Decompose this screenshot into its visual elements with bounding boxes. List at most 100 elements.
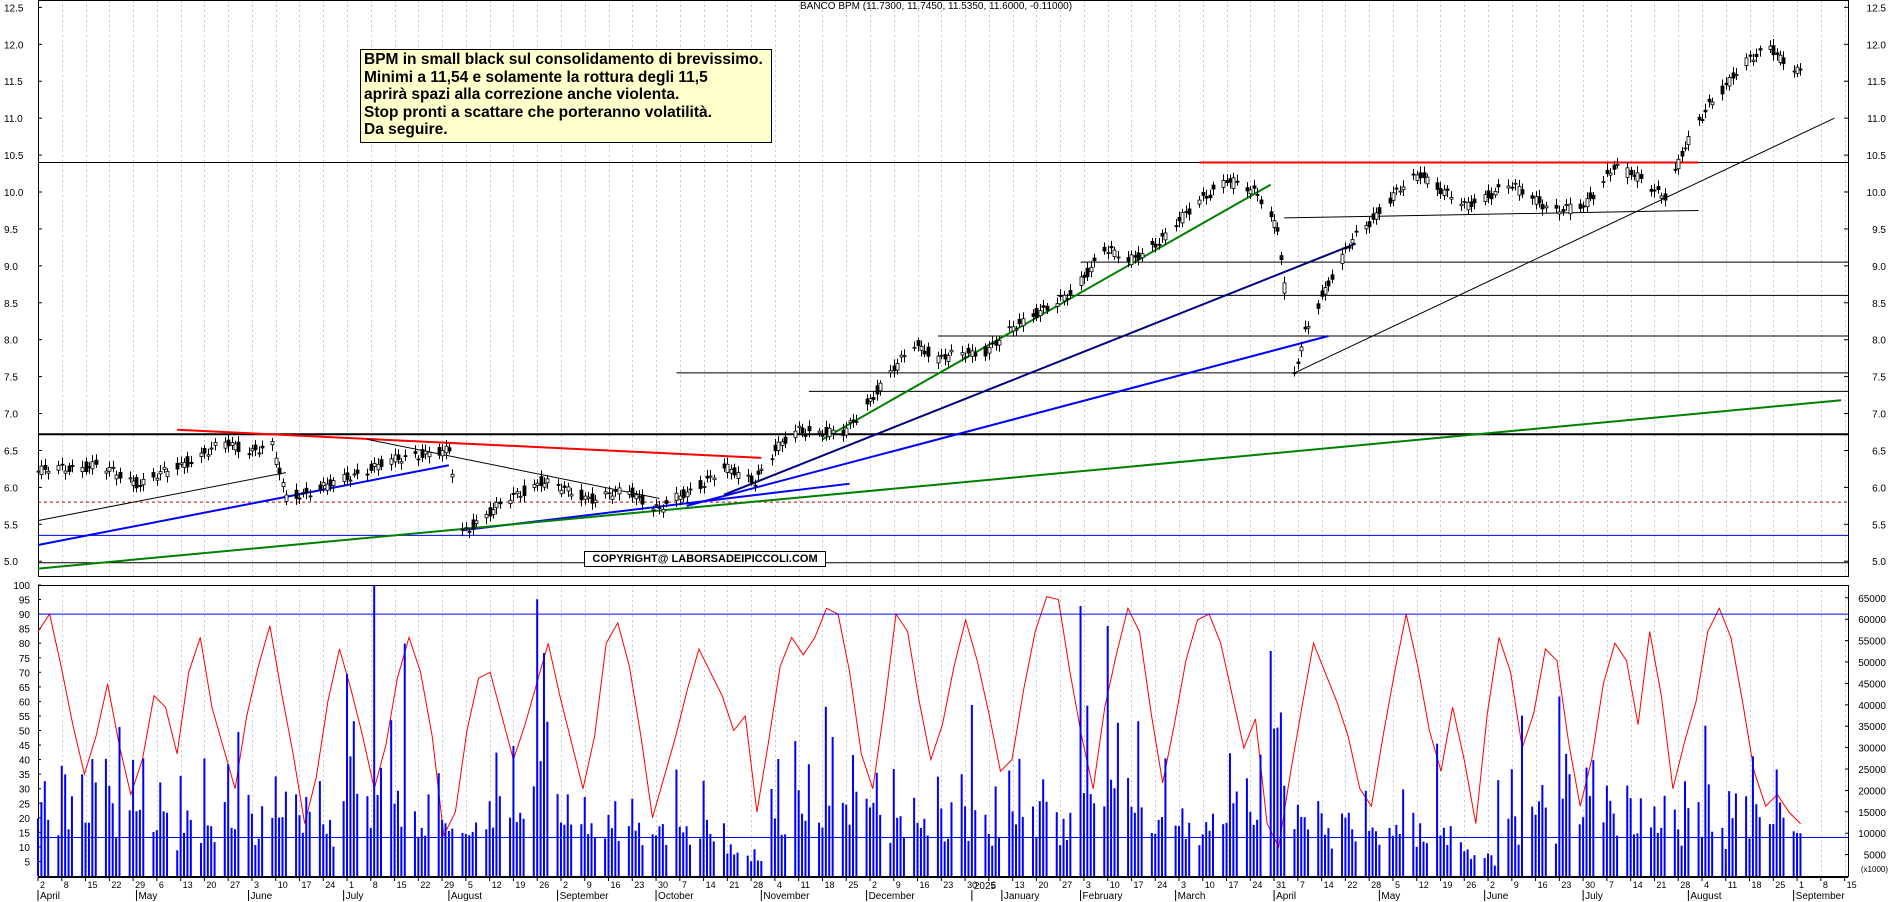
candle-body xyxy=(1112,249,1117,258)
candle-body xyxy=(396,454,401,461)
candle-body xyxy=(841,429,846,437)
volume-bar xyxy=(580,824,583,876)
candle-body xyxy=(304,487,309,493)
candle-body xyxy=(1187,208,1192,215)
candle-body xyxy=(1632,175,1637,177)
volume-bar xyxy=(1364,790,1367,876)
trendline-black xyxy=(1294,117,1835,374)
volume-bar xyxy=(94,782,97,876)
candle-body xyxy=(247,453,252,456)
volume-bar xyxy=(1140,807,1143,876)
volume-bar xyxy=(393,803,396,876)
oscillator-tick-label: 95 xyxy=(19,596,31,607)
x-tick-label: 2 xyxy=(563,880,568,890)
candle-body xyxy=(736,472,741,479)
candle-body xyxy=(1211,184,1216,190)
candle-body xyxy=(990,342,995,345)
candle-body xyxy=(1174,225,1179,228)
candle-body xyxy=(56,464,61,471)
volume-bar xyxy=(152,831,155,876)
candle-body xyxy=(1561,209,1566,212)
x-tick-label: 22 xyxy=(111,880,121,890)
month-label: 2025 xyxy=(974,881,997,892)
volume-bar xyxy=(64,774,67,876)
candle-body xyxy=(1472,198,1477,204)
candle-body xyxy=(1394,187,1399,190)
candle-body xyxy=(936,355,941,364)
candle-body xyxy=(1014,328,1019,331)
volume-bar xyxy=(515,822,518,876)
volume-bar xyxy=(271,817,274,876)
candle-body xyxy=(1055,303,1060,307)
x-tick-label: 7 xyxy=(1300,880,1305,890)
candle-body xyxy=(1045,305,1050,311)
volume-bar xyxy=(587,834,590,876)
volume-tick-label: 45000 xyxy=(1858,679,1886,690)
volume-bar xyxy=(1045,801,1048,876)
candle-body xyxy=(365,473,370,476)
volume-bar xyxy=(342,801,345,876)
volume-bar xyxy=(230,827,233,876)
price-tick-label-right: 6.0 xyxy=(1872,483,1886,494)
volume-bar xyxy=(1650,827,1653,876)
volume-bar xyxy=(610,828,613,876)
candle-body xyxy=(994,340,999,346)
volume-bar xyxy=(47,819,50,876)
price-tick-label-right: 6.5 xyxy=(1872,446,1886,457)
candle-body xyxy=(681,489,686,499)
volume-bar xyxy=(87,822,90,876)
candle-body xyxy=(603,491,608,495)
x-tick-label: 3 xyxy=(1181,880,1186,890)
volume-bar xyxy=(1317,801,1320,876)
candle-body xyxy=(1248,189,1253,195)
x-tick-label: 6 xyxy=(159,880,164,890)
volume-bar xyxy=(566,794,569,876)
volume-bar xyxy=(261,806,264,876)
volume-bar xyxy=(1683,781,1686,876)
volume-bar xyxy=(1042,779,1045,876)
volume-bar xyxy=(1439,835,1442,876)
candle-body xyxy=(1734,74,1739,76)
x-tick-label: 25 xyxy=(848,880,858,890)
x-tick-label: 5 xyxy=(468,880,473,890)
volume-bar xyxy=(1677,829,1680,876)
volume-bar xyxy=(1062,818,1065,876)
x-tick-label: 18 xyxy=(824,880,834,890)
volume-bar xyxy=(750,861,753,876)
candle-body xyxy=(776,441,781,452)
candle-body xyxy=(970,350,975,357)
x-tick-label: 15 xyxy=(397,880,407,890)
candle-body xyxy=(532,484,537,488)
volume-bar xyxy=(1184,838,1187,876)
candle-body xyxy=(1109,246,1114,249)
volume-bar xyxy=(1422,841,1425,876)
volume-bar xyxy=(896,817,899,876)
x-tick-label: 29 xyxy=(444,880,454,890)
candle-body xyxy=(1720,85,1725,95)
candle-body xyxy=(1588,192,1593,199)
candle-body xyxy=(162,466,167,470)
volume-bar xyxy=(1276,727,1279,876)
candle-body xyxy=(1792,70,1797,73)
candle-body xyxy=(1758,48,1763,51)
candle-body xyxy=(427,451,432,458)
candle-body xyxy=(1754,54,1759,58)
volume-bar xyxy=(298,815,301,876)
volume-bar xyxy=(760,861,763,876)
candle-body xyxy=(1204,195,1209,199)
candle-body xyxy=(1418,172,1423,179)
candle-body xyxy=(586,496,591,500)
volume-bars xyxy=(37,585,1802,876)
candle-body xyxy=(844,427,849,436)
candle-body xyxy=(331,480,336,487)
volume-bar xyxy=(913,797,916,876)
candle-body xyxy=(420,449,425,458)
volume-bar xyxy=(1293,829,1296,876)
x-tick-label: 3 xyxy=(254,880,259,890)
candle-body xyxy=(179,462,184,465)
candle-body xyxy=(1639,174,1644,179)
month-label: August xyxy=(451,891,482,902)
volume-bar xyxy=(780,834,783,876)
candle-body xyxy=(875,385,880,395)
x-tick-label: 28 xyxy=(753,880,763,890)
